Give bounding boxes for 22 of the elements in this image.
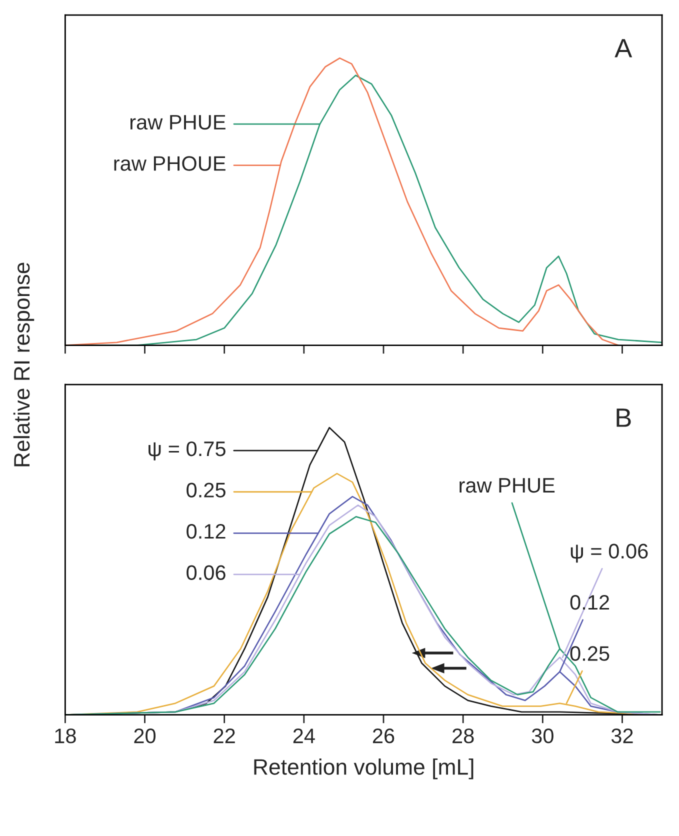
x-tick-label: 30 (532, 728, 554, 744)
annotation: 0.25 (570, 646, 610, 661)
legend-label: 0.25 (186, 482, 226, 498)
annotation: ψ = 0.06 (570, 544, 648, 563)
annotation: raw PHUE (460, 478, 555, 493)
text: B (616, 408, 631, 427)
x-tick-label: 24 (293, 728, 315, 744)
x-tick-label: 20 (134, 728, 156, 744)
x-tick-label: 32 (611, 728, 633, 744)
legend-label: 0.06 (186, 565, 226, 580)
x-tick-label: 28 (452, 728, 474, 744)
legend-label: ψ = 0.75 (148, 441, 226, 460)
legend-label: 0.12 (186, 524, 226, 539)
text: A (614, 39, 632, 58)
annotation: 0.12 (570, 594, 610, 610)
x-tick-label: 22 (214, 728, 235, 744)
x-axis-title: Retention volume [mL] (254, 758, 474, 780)
legend-label: raw PHOUE (114, 156, 226, 171)
y-axis-title: Relative RI response (13, 262, 34, 466)
x-tick-label: 26 (372, 728, 394, 744)
legend-label: raw PHUE (130, 115, 226, 130)
x-tick-label: 18 (55, 728, 76, 744)
